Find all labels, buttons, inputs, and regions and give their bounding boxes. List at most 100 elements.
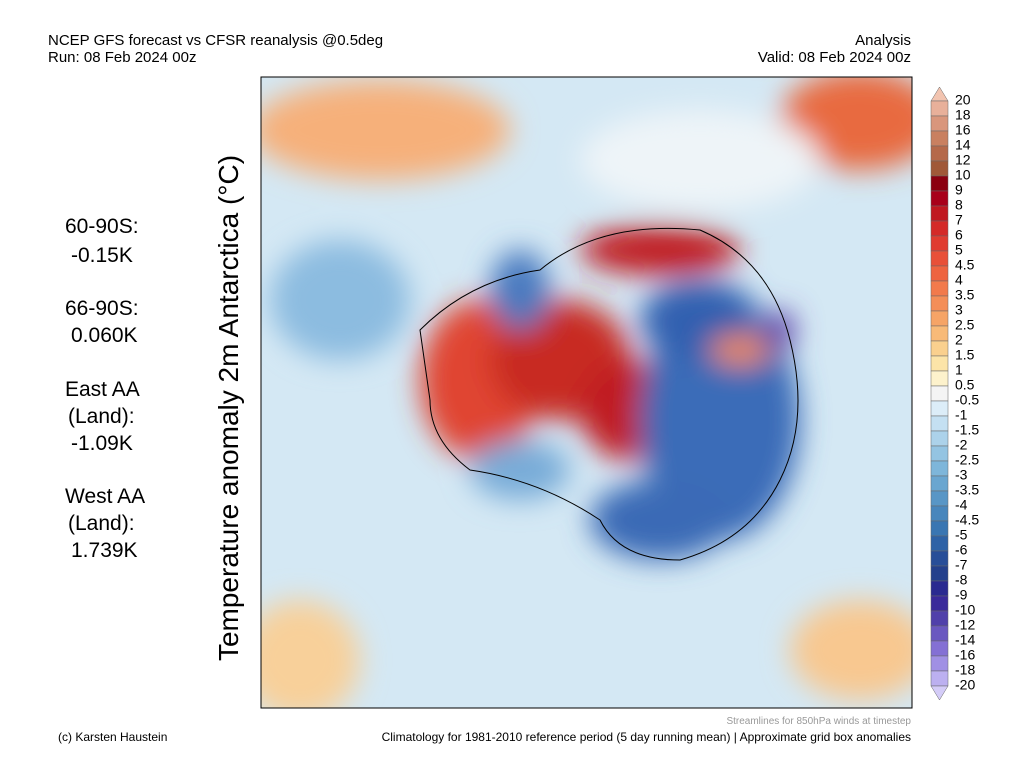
colorbar-box xyxy=(930,490,949,507)
run: Run: 08 Feb 2024 00z xyxy=(48,49,196,66)
colorbar-box xyxy=(930,250,949,267)
colorbar-box xyxy=(930,565,949,582)
colorbar-box xyxy=(930,175,949,192)
stat-line: East AA xyxy=(65,378,140,401)
stat-line: (Land): xyxy=(68,512,135,535)
colorbar-label: -12 xyxy=(955,617,975,633)
colorbar-box xyxy=(930,670,949,687)
colorbar-box xyxy=(930,430,949,447)
colorbar-label: -0.5 xyxy=(955,392,979,408)
colorbar-label: -6 xyxy=(955,542,968,558)
colorbar-label: 20 xyxy=(955,92,971,108)
colorbar-box xyxy=(930,625,949,642)
colorbar-label: -18 xyxy=(955,662,975,678)
colorbar-label: -16 xyxy=(955,647,975,663)
colorbar-box xyxy=(930,295,949,312)
stat-line: 1.739K xyxy=(71,539,138,562)
title: NCEP GFS forecast vs CFSR reanalysis @0.… xyxy=(48,32,383,49)
colorbar: 201816141210987654.543.532.521.510.5-0.5… xyxy=(930,86,979,701)
colorbar-label: 1.5 xyxy=(955,347,975,363)
colorbar-box xyxy=(930,280,949,297)
colorbar-box xyxy=(930,400,949,417)
colorbar-label: 10 xyxy=(955,167,971,183)
colorbar-label: 5 xyxy=(955,242,963,258)
colorbar-box xyxy=(930,340,949,357)
colorbar-label: -8 xyxy=(955,572,968,588)
valid: Valid: 08 Feb 2024 00z xyxy=(758,49,911,66)
stat-line: 66-90S: xyxy=(65,297,139,320)
colorbar-label: -2 xyxy=(955,437,968,453)
colorbar-box xyxy=(930,265,949,282)
colorbar-label: 1 xyxy=(955,362,963,378)
colorbar-box xyxy=(930,100,949,117)
colorbar-label: 4 xyxy=(955,272,963,288)
map-frame xyxy=(260,76,913,709)
stat-line: 0.060K xyxy=(71,324,138,347)
colorbar-label: -4.5 xyxy=(955,512,979,528)
map-title: Temperature anomaly 2m Antarctica (°C) xyxy=(213,155,244,661)
colorbar-box xyxy=(930,385,949,402)
colorbar-box xyxy=(930,520,949,537)
stat-line: -1.09K xyxy=(71,432,133,455)
kind: Analysis xyxy=(855,32,911,49)
colorbar-box xyxy=(930,550,949,567)
colorbar-box xyxy=(930,475,949,492)
colorbar-label: 4.5 xyxy=(955,257,975,273)
colorbar-label: -1 xyxy=(955,407,968,423)
colorbar-label: -1.5 xyxy=(955,422,979,438)
colorbar-box xyxy=(930,580,949,597)
colorbar-box xyxy=(930,205,949,222)
colorbar-label: 0.5 xyxy=(955,377,975,393)
colorbar-box xyxy=(930,370,949,387)
colorbar-label: 2.5 xyxy=(955,317,975,333)
colorbar-label: -3.5 xyxy=(955,482,979,498)
colorbar-label: -5 xyxy=(955,527,968,543)
stat-line: -0.15K xyxy=(71,244,133,267)
colorbar-label: 12 xyxy=(955,152,971,168)
colorbar-box xyxy=(930,445,949,462)
stat-line: (Land): xyxy=(68,405,135,428)
colorbar-box xyxy=(930,505,949,522)
colorbar-end xyxy=(930,86,949,102)
colorbar-label: 3 xyxy=(955,302,963,318)
colorbar-label: -4 xyxy=(955,497,968,513)
colorbar-label: -9 xyxy=(955,587,968,603)
colorbar-label: 7 xyxy=(955,212,963,228)
colorbar-box xyxy=(930,640,949,657)
colorbar-label: -20 xyxy=(955,677,975,693)
credit: (c) Karsten Haustein xyxy=(58,730,167,744)
colorbar-box xyxy=(930,145,949,162)
colorbar-box xyxy=(930,415,949,432)
colorbar-box xyxy=(930,235,949,252)
colorbar-label: 16 xyxy=(955,122,971,138)
colorbar-box xyxy=(930,325,949,342)
climatology-note: Climatology for 1981-2010 reference peri… xyxy=(382,730,911,744)
stat-line: West AA xyxy=(65,485,145,508)
colorbar-label: 18 xyxy=(955,107,971,123)
colorbar-box xyxy=(930,130,949,147)
colorbar-label: -14 xyxy=(955,632,975,648)
stats: 60-90S: -0.15K 66-90S: 0.060K East AA (Land):… xyxy=(65,215,145,562)
streamlines-note: Streamlines for 850hPa winds at timestep xyxy=(726,716,911,727)
stat-line: 60-90S: xyxy=(65,215,139,238)
colorbar-box xyxy=(930,610,949,627)
colorbar-label: 14 xyxy=(955,137,971,153)
colorbar-box xyxy=(930,220,949,237)
colorbar-label: 2 xyxy=(955,332,963,348)
colorbar-box xyxy=(930,595,949,612)
colorbar-box xyxy=(930,460,949,477)
colorbar-label: -10 xyxy=(955,602,975,618)
colorbar-box xyxy=(930,310,949,327)
colorbar-box xyxy=(930,115,949,132)
colorbar-label: 6 xyxy=(955,227,963,243)
colorbar-box xyxy=(930,535,949,552)
colorbar-box xyxy=(930,190,949,207)
colorbar-box xyxy=(930,160,949,177)
colorbar-label: -2.5 xyxy=(955,452,979,468)
colorbar-label: 9 xyxy=(955,182,963,198)
colorbar-box xyxy=(930,355,949,372)
colorbar-label: 3.5 xyxy=(955,287,975,303)
colorbar-box xyxy=(930,655,949,672)
colorbar-label: 8 xyxy=(955,197,963,213)
